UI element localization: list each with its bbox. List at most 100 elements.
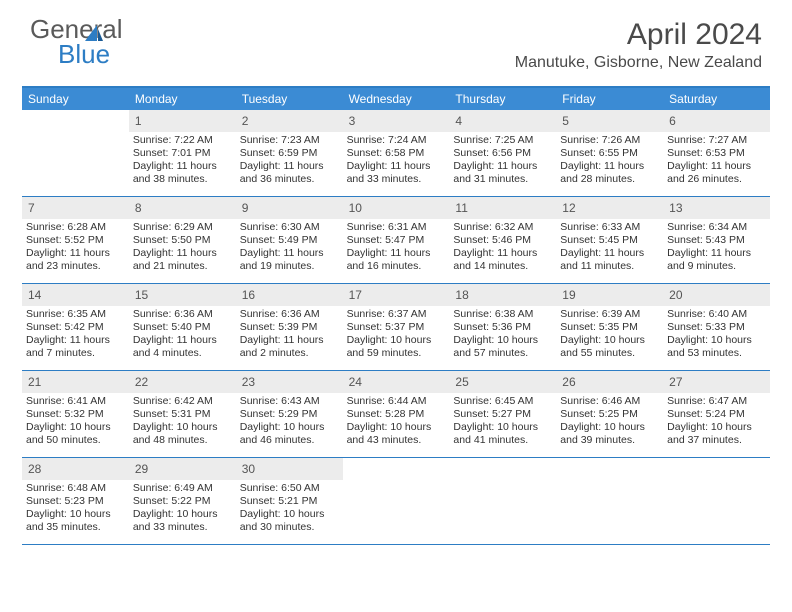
sunrise-line: Sunrise: 6:50 AM xyxy=(240,482,339,495)
cell-daynum-row: 27 xyxy=(663,371,770,393)
sunset-line: Sunset: 5:37 PM xyxy=(347,321,446,334)
daylight-line-2: and 36 minutes. xyxy=(240,173,339,186)
sunrise-line: Sunrise: 6:34 AM xyxy=(667,221,766,234)
sunrise-line: Sunrise: 7:25 AM xyxy=(453,134,552,147)
cell-daynum: 3 xyxy=(349,114,356,128)
daylight-line-1: Daylight: 11 hours xyxy=(453,160,552,173)
cell-daynum: 6 xyxy=(669,114,676,128)
cell-daynum: 9 xyxy=(242,201,249,215)
sunrise-line: Sunrise: 7:23 AM xyxy=(240,134,339,147)
calendar-cell: 8Sunrise: 6:29 AMSunset: 5:50 PMDaylight… xyxy=(129,197,236,283)
sunset-line: Sunset: 5:39 PM xyxy=(240,321,339,334)
cell-daynum: 4 xyxy=(455,114,462,128)
daylight-line-1: Daylight: 10 hours xyxy=(240,421,339,434)
sunrise-line: Sunrise: 6:48 AM xyxy=(26,482,125,495)
sunset-line: Sunset: 5:50 PM xyxy=(133,234,232,247)
logo: General Blue xyxy=(30,18,105,68)
cell-daynum-row: 20 xyxy=(663,284,770,306)
cell-daynum-row: 14 xyxy=(22,284,129,306)
sunrise-line: Sunrise: 7:27 AM xyxy=(667,134,766,147)
daylight-line-2: and 28 minutes. xyxy=(560,173,659,186)
sunrise-line: Sunrise: 6:28 AM xyxy=(26,221,125,234)
sunset-line: Sunset: 5:52 PM xyxy=(26,234,125,247)
cell-daynum-row: 24 xyxy=(343,371,450,393)
sunrise-line: Sunrise: 6:47 AM xyxy=(667,395,766,408)
cell-daynum: 15 xyxy=(135,288,148,302)
sunset-line: Sunset: 6:53 PM xyxy=(667,147,766,160)
sunset-line: Sunset: 5:32 PM xyxy=(26,408,125,421)
sunrise-line: Sunrise: 6:35 AM xyxy=(26,308,125,321)
cell-daynum-row: 6 xyxy=(663,110,770,132)
sunrise-line: Sunrise: 6:49 AM xyxy=(133,482,232,495)
daylight-line-2: and 53 minutes. xyxy=(667,347,766,360)
day-header: Friday xyxy=(556,88,663,110)
cell-daynum: 22 xyxy=(135,375,148,389)
cell-daynum-row: 4 xyxy=(449,110,556,132)
sunrise-line: Sunrise: 6:46 AM xyxy=(560,395,659,408)
calendar-cell: 15Sunrise: 6:36 AMSunset: 5:40 PMDayligh… xyxy=(129,284,236,370)
cell-daynum-row: 18 xyxy=(449,284,556,306)
cell-daynum-row: 16 xyxy=(236,284,343,306)
daylight-line-2: and 35 minutes. xyxy=(26,521,125,534)
calendar-cell: 19Sunrise: 6:39 AMSunset: 5:35 PMDayligh… xyxy=(556,284,663,370)
cell-daynum: 14 xyxy=(28,288,41,302)
sunset-line: Sunset: 5:25 PM xyxy=(560,408,659,421)
day-headers-row: SundayMondayTuesdayWednesdayThursdayFrid… xyxy=(22,88,770,110)
daylight-line-2: and 7 minutes. xyxy=(26,347,125,360)
daylight-line-1: Daylight: 11 hours xyxy=(347,247,446,260)
daylight-line-1: Daylight: 11 hours xyxy=(347,160,446,173)
week-row: 21Sunrise: 6:41 AMSunset: 5:32 PMDayligh… xyxy=(22,371,770,458)
sunset-line: Sunset: 5:28 PM xyxy=(347,408,446,421)
cell-daynum: 10 xyxy=(349,201,362,215)
cell-daynum-row: 11 xyxy=(449,197,556,219)
daylight-line-2: and 37 minutes. xyxy=(667,434,766,447)
cell-daynum-row: 2 xyxy=(236,110,343,132)
sunset-line: Sunset: 7:01 PM xyxy=(133,147,232,160)
calendar-cell xyxy=(556,458,663,544)
sunrise-line: Sunrise: 6:36 AM xyxy=(240,308,339,321)
daylight-line-1: Daylight: 11 hours xyxy=(240,160,339,173)
daylight-line-1: Daylight: 10 hours xyxy=(347,421,446,434)
cell-daynum-row: 19 xyxy=(556,284,663,306)
sunset-line: Sunset: 5:42 PM xyxy=(26,321,125,334)
daylight-line-2: and 50 minutes. xyxy=(26,434,125,447)
sunset-line: Sunset: 6:56 PM xyxy=(453,147,552,160)
calendar-cell xyxy=(22,110,129,196)
calendar-cell: 7Sunrise: 6:28 AMSunset: 5:52 PMDaylight… xyxy=(22,197,129,283)
calendar-cell: 23Sunrise: 6:43 AMSunset: 5:29 PMDayligh… xyxy=(236,371,343,457)
sunrise-line: Sunrise: 6:37 AM xyxy=(347,308,446,321)
calendar-cell: 22Sunrise: 6:42 AMSunset: 5:31 PMDayligh… xyxy=(129,371,236,457)
daylight-line-2: and 21 minutes. xyxy=(133,260,232,273)
week-row: 28Sunrise: 6:48 AMSunset: 5:23 PMDayligh… xyxy=(22,458,770,545)
daylight-line-1: Daylight: 10 hours xyxy=(560,421,659,434)
sunset-line: Sunset: 5:24 PM xyxy=(667,408,766,421)
cell-daynum: 5 xyxy=(562,114,569,128)
calendar-cell: 1Sunrise: 7:22 AMSunset: 7:01 PMDaylight… xyxy=(129,110,236,196)
location-label: Manutuke, Gisborne, New Zealand xyxy=(515,54,762,72)
day-header: Monday xyxy=(129,88,236,110)
daylight-line-2: and 9 minutes. xyxy=(667,260,766,273)
daylight-line-2: and 14 minutes. xyxy=(453,260,552,273)
calendar-cell: 27Sunrise: 6:47 AMSunset: 5:24 PMDayligh… xyxy=(663,371,770,457)
daylight-line-1: Daylight: 10 hours xyxy=(133,421,232,434)
cell-daynum: 21 xyxy=(28,375,41,389)
daylight-line-2: and 43 minutes. xyxy=(347,434,446,447)
cell-daynum: 16 xyxy=(242,288,255,302)
cell-daynum: 13 xyxy=(669,201,682,215)
sunrise-line: Sunrise: 6:36 AM xyxy=(133,308,232,321)
daylight-line-2: and 59 minutes. xyxy=(347,347,446,360)
cell-daynum-row: 25 xyxy=(449,371,556,393)
cell-daynum-row: 30 xyxy=(236,458,343,480)
header: General Blue April 2024 Manutuke, Gisbor… xyxy=(0,0,792,78)
logo-text: General Blue xyxy=(30,18,123,68)
calendar-cell: 6Sunrise: 7:27 AMSunset: 6:53 PMDaylight… xyxy=(663,110,770,196)
day-header: Thursday xyxy=(449,88,556,110)
daylight-line-2: and 2 minutes. xyxy=(240,347,339,360)
day-header: Tuesday xyxy=(236,88,343,110)
calendar-cell: 26Sunrise: 6:46 AMSunset: 5:25 PMDayligh… xyxy=(556,371,663,457)
sunset-line: Sunset: 5:43 PM xyxy=(667,234,766,247)
sunrise-line: Sunrise: 7:26 AM xyxy=(560,134,659,147)
week-row: 14Sunrise: 6:35 AMSunset: 5:42 PMDayligh… xyxy=(22,284,770,371)
cell-daynum: 25 xyxy=(455,375,468,389)
daylight-line-1: Daylight: 10 hours xyxy=(240,508,339,521)
